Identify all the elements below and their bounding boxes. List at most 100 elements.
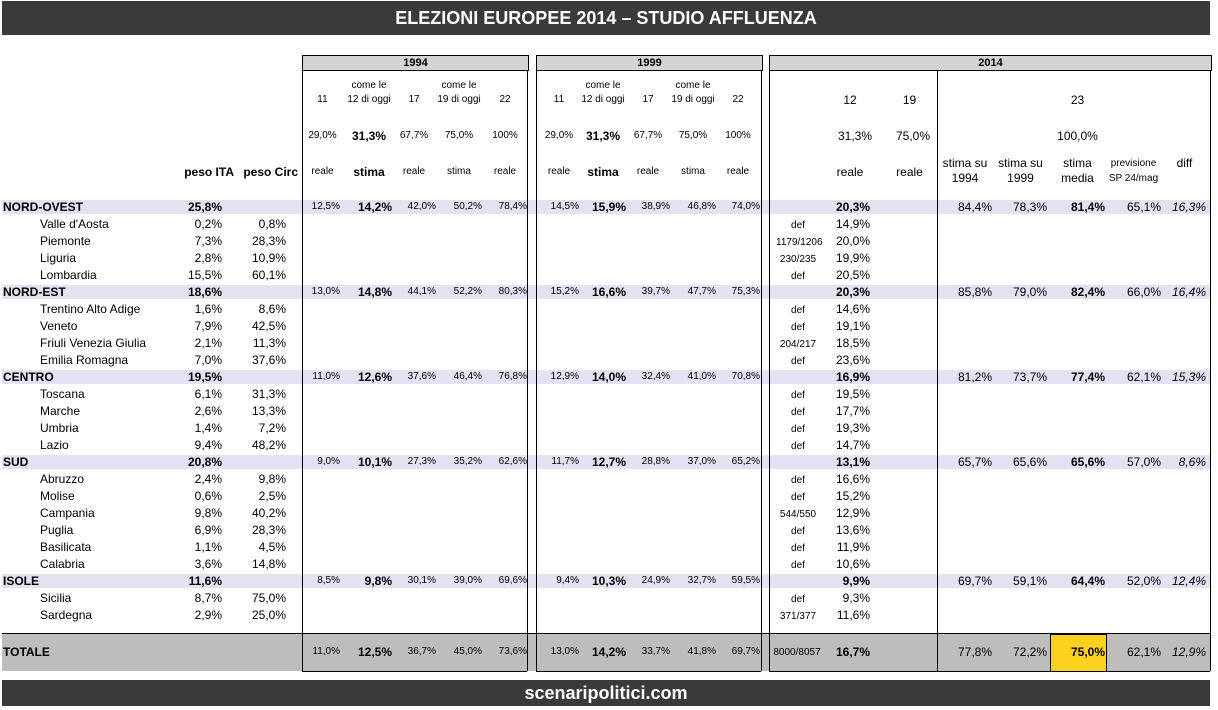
region-peso-circ: 60,1% bbox=[251, 268, 286, 282]
previsione: 66,0% bbox=[1126, 285, 1161, 299]
ref-percent: 75,0% bbox=[895, 129, 930, 143]
diff: 12,9% bbox=[1171, 645, 1206, 659]
value-2014: 20,3% bbox=[835, 285, 870, 299]
value-1994: 52,2% bbox=[453, 286, 482, 297]
region-count-note: def bbox=[791, 441, 805, 452]
region-name: Trentino Alto Adige bbox=[40, 302, 141, 316]
region-value-2014: 14,7% bbox=[835, 438, 870, 452]
region-name: Calabria bbox=[40, 557, 85, 571]
ref-percent: 100% bbox=[492, 130, 518, 141]
value-2014: 20,3% bbox=[835, 200, 870, 214]
group-band bbox=[2, 455, 1210, 469]
ref-percent: 67,7% bbox=[399, 130, 429, 141]
region-value-2014: 19,3% bbox=[835, 421, 870, 435]
value-1994: 76,8% bbox=[498, 371, 527, 382]
stima-1999: 78,3% bbox=[1012, 200, 1047, 214]
region-peso-ita: 1,6% bbox=[194, 302, 222, 316]
value-1999: 41,8% bbox=[687, 646, 716, 657]
previsione: 62,1% bbox=[1126, 370, 1161, 384]
region-name: Piemonte bbox=[40, 234, 91, 248]
summary-header: stima media bbox=[1061, 156, 1094, 185]
region-peso-circ: 0,8% bbox=[258, 217, 286, 231]
region-count-note: def bbox=[791, 356, 805, 367]
value-1999: 38,9% bbox=[641, 201, 670, 212]
value-1999: 39,7% bbox=[641, 286, 670, 297]
grid-line bbox=[536, 671, 761, 672]
region-peso-ita: 2,9% bbox=[194, 608, 222, 622]
group-name: SUD bbox=[3, 455, 29, 469]
diff: 15,3% bbox=[1171, 370, 1206, 384]
region-peso-ita: 1,1% bbox=[194, 540, 222, 554]
value-1999: 14,2% bbox=[591, 645, 626, 659]
stima-media: 65,6% bbox=[1070, 455, 1105, 469]
region-value-2014: 14,9% bbox=[835, 217, 870, 231]
group-weight: 18,6% bbox=[187, 285, 222, 299]
header-1994: 1994 bbox=[302, 55, 529, 71]
region-peso-circ: 4,5% bbox=[258, 540, 286, 554]
hour-label-2014: 23 bbox=[1070, 93, 1085, 107]
ref-percent: 75,0% bbox=[678, 130, 708, 141]
region-peso-ita: 0,6% bbox=[194, 489, 222, 503]
value-1994: 11,0% bbox=[312, 646, 340, 657]
hour-label-1999: 22 bbox=[732, 94, 744, 105]
value-1994: 13,0% bbox=[311, 286, 340, 297]
region-name: Friuli Venezia Giulia bbox=[40, 336, 147, 350]
total-count-note: 8000/8057 bbox=[773, 647, 821, 658]
region-value-2014: 16,6% bbox=[835, 472, 870, 486]
hour-label-1994: come le 12 di oggi bbox=[347, 80, 391, 105]
value-1999: 33,7% bbox=[641, 646, 670, 657]
ref-percent: 100,0% bbox=[1057, 129, 1098, 143]
region-name: Abruzzo bbox=[40, 472, 85, 486]
region-peso-circ: 28,3% bbox=[251, 523, 286, 537]
region-name: Molise bbox=[40, 489, 75, 503]
hour-label-2014: 12 bbox=[843, 93, 857, 107]
value-1994: 9,0% bbox=[317, 456, 340, 467]
region-peso-ita: 2,4% bbox=[194, 472, 222, 486]
ref-percent: 100% bbox=[725, 130, 751, 141]
stima-media: 81,4% bbox=[1070, 200, 1105, 214]
grid-line bbox=[536, 71, 537, 671]
value-1994: 42,0% bbox=[407, 201, 436, 212]
region-count-note: def bbox=[791, 305, 805, 316]
region-name: Veneto bbox=[40, 319, 78, 333]
region-peso-circ: 14,8% bbox=[251, 557, 286, 571]
stima-media: 75,0% bbox=[1070, 645, 1105, 659]
value-1999: 16,6% bbox=[591, 285, 626, 299]
header-1999: 1999 bbox=[536, 55, 763, 71]
ref-percent: 67,7% bbox=[633, 130, 663, 141]
value-1994: 30,1% bbox=[407, 575, 436, 586]
group-band bbox=[2, 285, 1210, 299]
diff: 16,4% bbox=[1171, 285, 1206, 299]
previsione: 57,0% bbox=[1126, 455, 1161, 469]
col-type-label: reale bbox=[636, 166, 660, 177]
region-count-note: def bbox=[791, 390, 805, 401]
hour-label-1999: come le 12 di oggi bbox=[581, 80, 625, 105]
col-type-label: reale bbox=[547, 166, 571, 177]
value-1994: 37,6% bbox=[407, 371, 436, 382]
value-1999: 15,2% bbox=[550, 286, 579, 297]
grid-line bbox=[761, 71, 762, 671]
hour-label-1994: come le 19 di oggi bbox=[437, 80, 481, 105]
region-count-note: def bbox=[791, 407, 805, 418]
region-count-note: def bbox=[791, 424, 805, 435]
value-1999: 32,7% bbox=[687, 575, 716, 586]
value-2014: 16,7% bbox=[835, 645, 870, 659]
value-1994: 12,5% bbox=[357, 645, 392, 659]
value-1994: 14,2% bbox=[357, 200, 392, 214]
region-peso-ita: 7,0% bbox=[194, 353, 222, 367]
value-1994: 78,4% bbox=[498, 201, 527, 212]
value-1994: 69,6% bbox=[498, 575, 527, 586]
region-value-2014: 15,2% bbox=[835, 489, 870, 503]
region-peso-circ: 40,2% bbox=[251, 506, 286, 520]
group-band bbox=[2, 574, 1210, 588]
value-1999: 47,7% bbox=[687, 286, 716, 297]
region-count-note: 230/235 bbox=[779, 254, 817, 265]
value-1994: 11,0% bbox=[312, 371, 340, 382]
hour-label-1999: 17 bbox=[642, 94, 654, 105]
region-name: Umbria bbox=[40, 421, 79, 435]
value-1999: 59,5% bbox=[731, 575, 760, 586]
col-type-label: stima bbox=[587, 165, 619, 179]
region-count-note: def bbox=[791, 526, 805, 537]
stima-1999: 65,6% bbox=[1012, 455, 1047, 469]
region-name: Liguria bbox=[40, 251, 77, 265]
